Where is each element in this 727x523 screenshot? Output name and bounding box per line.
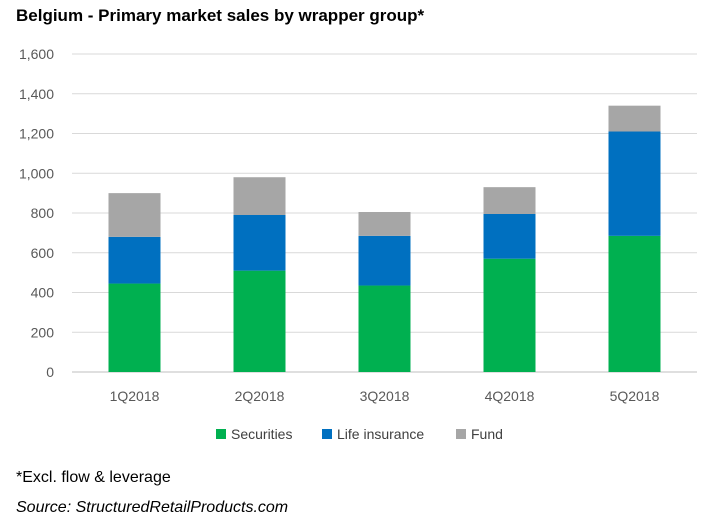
y-axis-tick-labels: 0 200 400 600 800 1,000 1,200 1,400 1,600 bbox=[19, 46, 54, 380]
y-tick-label: 0 bbox=[46, 364, 54, 380]
bar-segment-fund bbox=[233, 177, 286, 215]
legend-swatch bbox=[456, 429, 466, 439]
chart-title: Belgium - Primary market sales by wrappe… bbox=[16, 6, 425, 25]
y-tick-label: 200 bbox=[31, 324, 55, 340]
y-tick-label: 1,200 bbox=[19, 126, 54, 142]
x-tick-label: 5Q2018 bbox=[610, 388, 660, 404]
legend-label: Life insurance bbox=[337, 426, 424, 442]
x-tick-label: 1Q2018 bbox=[110, 388, 160, 404]
bar-segment-life-insurance bbox=[108, 236, 161, 284]
bar-segment-securities bbox=[608, 235, 661, 372]
bar-segment-life-insurance bbox=[483, 213, 536, 259]
bar-segment-life-insurance bbox=[608, 131, 661, 236]
bar-segment-fund bbox=[108, 193, 161, 237]
x-tick-label: 4Q2018 bbox=[485, 388, 535, 404]
legend-swatch bbox=[322, 429, 332, 439]
y-tick-label: 400 bbox=[31, 285, 55, 301]
y-tick-label: 1,600 bbox=[19, 46, 54, 62]
bar-segment-fund bbox=[608, 105, 661, 132]
legend-label: Fund bbox=[471, 426, 503, 442]
legend: Securities Life insurance Fund bbox=[216, 426, 503, 442]
x-tick-label: 3Q2018 bbox=[360, 388, 410, 404]
legend-label: Securities bbox=[231, 426, 292, 442]
legend-swatch bbox=[216, 429, 226, 439]
y-tick-label: 800 bbox=[31, 205, 55, 221]
y-tick-label: 600 bbox=[31, 245, 55, 261]
footnote: *Excl. flow & leverage bbox=[16, 469, 171, 486]
x-tick-label: 2Q2018 bbox=[235, 388, 285, 404]
bar-segment-securities bbox=[108, 283, 161, 372]
bar-segment-fund bbox=[358, 212, 411, 236]
bar-segment-securities bbox=[358, 285, 411, 372]
bar-segment-life-insurance bbox=[233, 214, 286, 271]
bar-segment-securities bbox=[233, 270, 286, 372]
bar-stacks bbox=[108, 105, 661, 372]
y-tick-label: 1,400 bbox=[19, 86, 54, 102]
y-tick-label: 1,000 bbox=[19, 165, 54, 181]
bar-segment-life-insurance bbox=[358, 235, 411, 286]
bar-segment-securities bbox=[483, 258, 536, 372]
source-note: Source: StructuredRetailProducts.com bbox=[16, 499, 289, 516]
x-axis-tick-labels: 1Q2018 2Q2018 3Q2018 4Q2018 5Q2018 bbox=[110, 388, 660, 404]
bar-segment-fund bbox=[483, 187, 536, 214]
